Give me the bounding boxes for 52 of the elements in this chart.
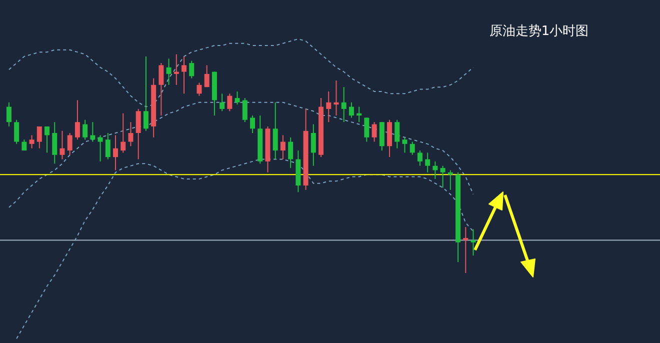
candlestick — [98, 134, 103, 162]
candlestick — [463, 226, 468, 274]
candlestick — [74, 100, 80, 140]
candlestick — [113, 134, 118, 171]
candlestick — [394, 119, 400, 149]
candlestick — [272, 102, 278, 160]
candlestick — [348, 102, 354, 118]
candlestick — [120, 112, 126, 154]
candlestick — [14, 119, 20, 144]
candlestick — [334, 80, 339, 116]
candlestick — [470, 228, 476, 256]
candlestick — [60, 130, 65, 160]
candlestick — [105, 132, 110, 160]
candlestick — [44, 126, 50, 154]
candlestick — [242, 98, 248, 123]
candlestick — [29, 134, 34, 149]
candlestick — [128, 122, 134, 147]
candlestick — [440, 165, 446, 188]
candlestick — [204, 64, 210, 88]
candlestick — [174, 54, 179, 86]
candlestick — [182, 56, 187, 94]
candlestick — [52, 122, 58, 164]
candlestick — [250, 115, 256, 134]
candlestick — [326, 90, 332, 123]
candlestick — [364, 117, 370, 142]
candlestick — [402, 136, 408, 154]
candlestick — [166, 58, 172, 86]
candlestick — [158, 62, 164, 116]
candlestick — [196, 82, 202, 96]
candlestick — [234, 90, 240, 106]
candlestick — [341, 86, 346, 123]
candlestick — [189, 60, 194, 79]
candlestick — [288, 136, 294, 169]
candlestick — [143, 56, 148, 132]
candlestick — [227, 93, 232, 112]
candlestick — [417, 150, 422, 166]
candlestick — [136, 108, 141, 160]
candlestick — [280, 134, 286, 160]
candlestick — [220, 93, 225, 112]
candlestick — [432, 160, 438, 180]
candlestick — [90, 122, 96, 142]
candlestick — [372, 122, 377, 142]
candlestick — [425, 152, 430, 173]
candlestick — [356, 106, 362, 123]
text: 原油走势1小时图 — [489, 24, 589, 39]
candlestick — [410, 141, 415, 156]
candlestick — [82, 119, 88, 140]
candlestick — [36, 126, 42, 149]
candlestick — [67, 132, 72, 156]
candlestick — [310, 124, 316, 166]
candlestick — [6, 102, 12, 127]
candlestick — [448, 170, 453, 190]
